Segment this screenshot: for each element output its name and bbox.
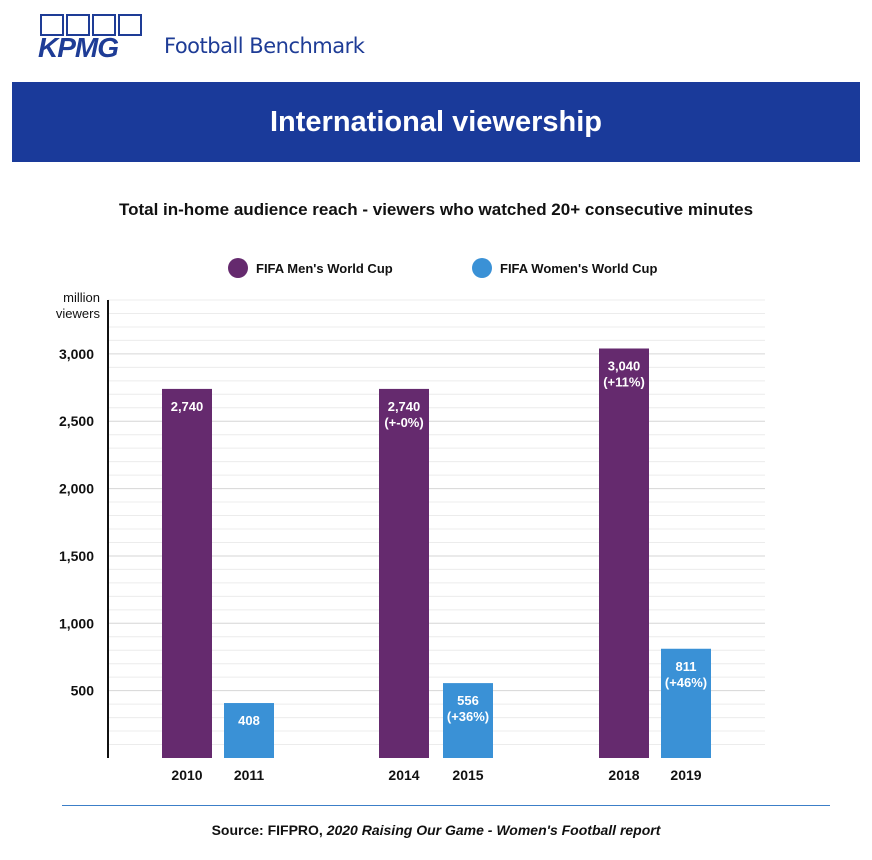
kpmg-logo-boxes (40, 14, 142, 36)
legend-label: FIFA Women's World Cup (500, 261, 657, 276)
x-tick-label: 2019 (670, 767, 701, 783)
y-tick-label: 2,500 (59, 413, 94, 429)
data-label: 3,040 (608, 358, 641, 373)
source-prefix: Source: FIFPRO, (211, 822, 327, 838)
x-tick-label: 2018 (608, 767, 639, 783)
product-name: Football Benchmark (164, 34, 365, 58)
bar (661, 648, 711, 758)
page-title: International viewership (270, 105, 602, 138)
bar (379, 388, 429, 758)
y-axis-label: viewers (56, 306, 101, 321)
data-label: 556 (457, 693, 479, 708)
change-label: (+36%) (447, 709, 489, 724)
bar-chart: 500 1,000 1,500 2,000 2,500 3,000 millionviewe… (56, 258, 765, 783)
kpmg-logo: KPMG Football Benchmark (38, 14, 440, 63)
kpmg-wordmark: KPMG (38, 32, 119, 63)
source-report: 2020 Raising Our Game - Women's Football… (326, 822, 661, 838)
y-tick-label: 1,000 (59, 615, 94, 631)
source-note: Source: FIFPRO, 2020 Raising Our Game - … (0, 822, 872, 838)
data-label: 408 (238, 713, 260, 728)
x-tick-label: 2011 (234, 767, 265, 783)
bar (224, 703, 274, 758)
x-tick-label: 2014 (388, 767, 419, 783)
y-tick-label: 500 (71, 683, 95, 699)
bar (162, 388, 212, 758)
source-divider (62, 805, 830, 806)
change-label: (+11%) (603, 374, 645, 389)
data-label: 811 (676, 659, 697, 674)
chart-title: Total in-home audience reach - viewers w… (118, 200, 754, 219)
x-tick-label: 2010 (171, 767, 202, 783)
bar (599, 348, 649, 758)
title-banner: International viewership (12, 82, 860, 162)
y-tick-label: 2,000 (59, 481, 94, 497)
x-tick-label: 2015 (452, 767, 483, 783)
legend-label: FIFA Men's World Cup (256, 261, 393, 276)
y-tick-label: 1,500 (59, 548, 94, 564)
change-label: (+-0%) (384, 415, 423, 430)
y-axis-label: million (63, 290, 100, 305)
legend-swatch (472, 258, 492, 278)
legend-swatch (228, 258, 248, 278)
y-tick-label: 3,000 (59, 346, 94, 362)
data-label: 2,740 (171, 399, 204, 414)
data-label: 2,740 (388, 399, 421, 414)
change-label: (+46%) (665, 675, 707, 690)
bar (443, 683, 493, 758)
